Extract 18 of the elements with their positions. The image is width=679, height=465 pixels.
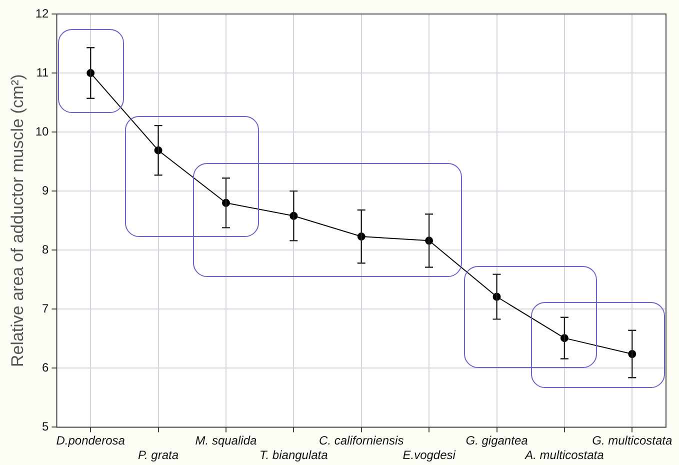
y-tick-label: 12 [35,6,50,20]
x-tick-label: P. grata [138,448,179,462]
y-tick-label: 10 [35,124,50,138]
x-tick-label: T. biangulata [260,448,328,462]
y-tick-label: 6 [42,360,50,374]
y-tick-label: 8 [42,242,50,256]
x-tick-label: A. multicostata [524,448,604,462]
y-tick-label: 11 [36,65,50,80]
y-tick-label: 9 [42,183,50,198]
x-tick-label: E.vogdesi [402,448,456,462]
x-tick-label: G. multicostata [592,434,672,448]
y-axis-title: Relative area of adductor muscle (cm²) [8,74,27,368]
y-tick-label: 5 [42,420,50,434]
x-tick-label: D.ponderosa [56,434,126,448]
x-tick-label: G. gigantea [466,434,528,448]
x-tick-label: C. californiensis [319,434,404,448]
y-tick-label: 7 [42,301,50,316]
x-tick-label: M. squalida [195,434,257,448]
